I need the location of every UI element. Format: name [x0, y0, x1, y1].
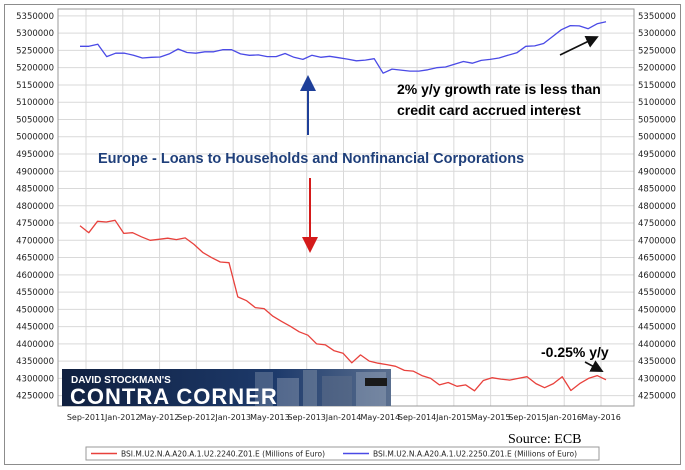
- y-tick-left: 4750000: [16, 219, 54, 229]
- x-tick-label: Jan-2016: [545, 413, 582, 422]
- y-tick-left: 4400000: [16, 340, 54, 350]
- y-tick-right: 5100000: [638, 98, 676, 108]
- y-tick-right: 5000000: [638, 133, 676, 143]
- y-tick-right: 4900000: [638, 167, 676, 177]
- x-tick-label: Jan-2013: [214, 413, 251, 422]
- x-tick-label: Jan-2015: [435, 413, 472, 422]
- annotation-arrow-lower-icon: [584, 360, 604, 373]
- y-tick-right: 4850000: [638, 185, 676, 195]
- contra-corner-logo: DAVID STOCKMAN'S CONTRA CORNER: [62, 369, 391, 409]
- y-tick-left: 4300000: [16, 374, 54, 384]
- y-tick-right: 4950000: [638, 150, 676, 160]
- series-line-1: [79, 219, 607, 392]
- y-axis-right: 5350000 5300000 5250000 5200000 5150000 51000…: [638, 12, 676, 402]
- outer-frame: [4, 4, 681, 465]
- y-tick-left: 4600000: [16, 271, 54, 281]
- y-tick-right: 4400000: [638, 340, 676, 350]
- y-tick-right: 5350000: [638, 12, 676, 22]
- x-tick-label: Sep-2013: [288, 413, 326, 422]
- y-tick-right: 4350000: [638, 357, 676, 367]
- y-tick-left: 4850000: [16, 185, 54, 195]
- x-tick-label: Jan-2012: [104, 413, 141, 422]
- series-line-2: [80, 21, 607, 74]
- legend: BSI.M.U2.N.A.A20.A.1.U2.2240.Z01.E (Mill…: [85, 446, 600, 461]
- brand-line1: DAVID STOCKMAN'S: [71, 375, 171, 386]
- y-tick-right: 4450000: [638, 323, 676, 333]
- y-tick-right: 4550000: [638, 288, 676, 298]
- y-tick-left: 4350000: [16, 357, 54, 367]
- annotation-arrow-upper-icon: [559, 36, 599, 56]
- x-tick-label: Sep-2011: [67, 413, 105, 422]
- y-tick-left: 4250000: [16, 392, 54, 402]
- y-tick-left: 4800000: [16, 202, 54, 212]
- y-tick-right: 4700000: [638, 236, 676, 246]
- y-tick-right: 4300000: [638, 374, 676, 384]
- x-tick-label: Sep-2015: [508, 413, 546, 422]
- x-tick-label: May-2012: [140, 413, 180, 422]
- y-tick-left: 5000000: [16, 133, 54, 143]
- y-tick-right: 5150000: [638, 81, 676, 91]
- y-tick-right: 4250000: [638, 392, 676, 402]
- x-tick-label: Jan-2014: [325, 413, 362, 422]
- annotation-growth-line1: 2% y/y growth rate is less than: [397, 81, 601, 97]
- y-tick-left: 4950000: [16, 150, 54, 160]
- y-tick-left: 4500000: [16, 305, 54, 315]
- series-lines: [79, 21, 607, 392]
- y-tick-right: 5250000: [638, 46, 676, 56]
- x-tick-label: Sep-2012: [177, 413, 215, 422]
- annotation-growth-line2: credit card accrued interest: [397, 102, 581, 118]
- y-tick-right: 4500000: [638, 305, 676, 315]
- y-tick-left: 5300000: [16, 29, 54, 39]
- y-tick-left: 5050000: [16, 115, 54, 125]
- y-tick-left: 5350000: [16, 12, 54, 22]
- y-tick-right: 4750000: [638, 219, 676, 229]
- y-tick-right: 4800000: [638, 202, 676, 212]
- x-tick-label: Sep-2014: [398, 413, 436, 422]
- y-axis-left: 5350000 5300000 5250000 5200000 5150000 51000…: [16, 12, 54, 402]
- x-tick-label: May-2015: [471, 413, 511, 422]
- y-tick-right: 5200000: [638, 64, 676, 74]
- y-tick-left: 5150000: [16, 81, 54, 91]
- brand-line2: CONTRA CORNER: [70, 384, 278, 409]
- x-tick-label: May-2014: [360, 413, 400, 422]
- y-tick-left: 4650000: [16, 254, 54, 264]
- y-tick-left: 5200000: [16, 64, 54, 74]
- y-tick-left: 4900000: [16, 167, 54, 177]
- y-tick-right: 4650000: [638, 254, 676, 264]
- x-tick-label: May-2016: [581, 413, 621, 422]
- x-tick-label: May-2013: [250, 413, 290, 422]
- y-tick-right: 5050000: [638, 115, 676, 125]
- y-tick-left: 4550000: [16, 288, 54, 298]
- y-tick-right: 5300000: [638, 29, 676, 39]
- y-tick-right: 4600000: [638, 271, 676, 281]
- y-tick-left: 5100000: [16, 98, 54, 108]
- chart-title: Europe - Loans to Households and Nonfina…: [98, 151, 524, 167]
- source-note: Source: ECB: [508, 432, 582, 447]
- annotation-decline: -0.25% y/y: [541, 344, 609, 360]
- y-tick-left: 4700000: [16, 236, 54, 246]
- legend-label-series-1: BSI.M.U2.N.A.A20.A.1.U2.2240.Z01.E (Mill…: [121, 450, 325, 459]
- y-tick-left: 4450000: [16, 323, 54, 333]
- legend-label-series-2: BSI.M.U2.N.A.A20.A.1.U2.2250.Z01.E (Mill…: [373, 450, 577, 459]
- y-tick-left: 5250000: [16, 46, 54, 56]
